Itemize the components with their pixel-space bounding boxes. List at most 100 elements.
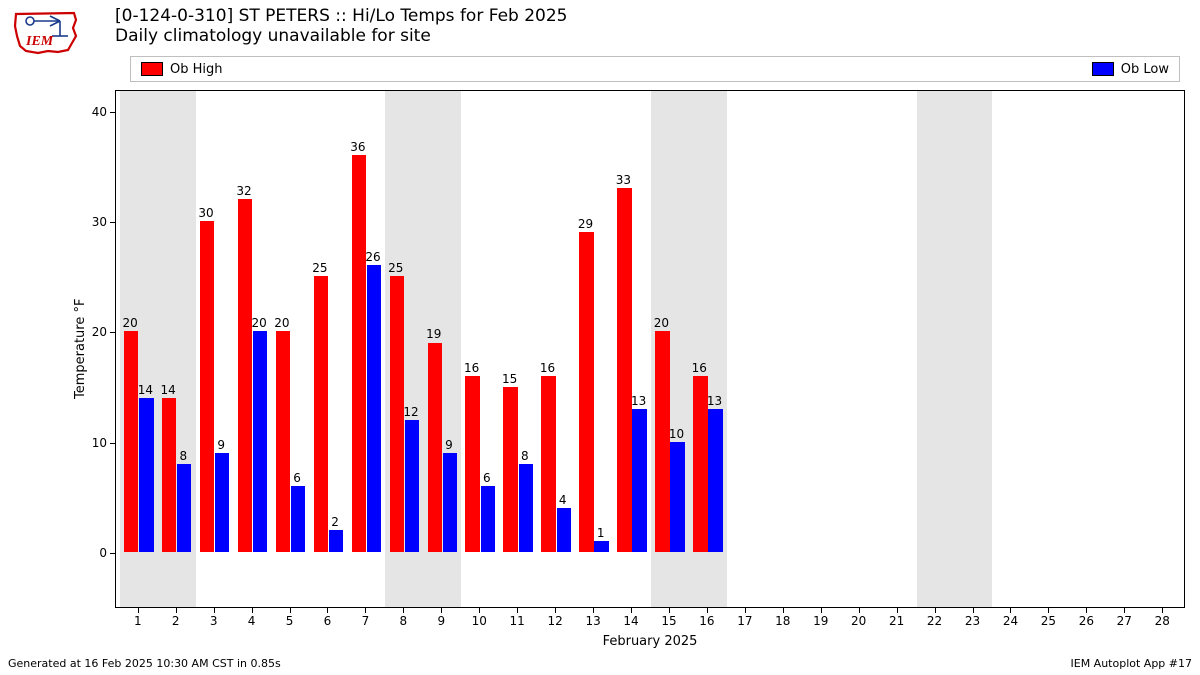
x-tick-mark <box>441 608 442 613</box>
bar-high <box>162 398 176 552</box>
bar-low <box>253 331 267 551</box>
y-tick-mark <box>110 222 115 223</box>
bar-label-high: 16 <box>692 361 707 375</box>
x-tick-label: 12 <box>548 614 563 628</box>
bar-label-low: 1 <box>597 526 605 540</box>
bar-high <box>390 276 404 552</box>
x-tick-mark <box>252 608 253 613</box>
x-tick-mark <box>935 608 936 613</box>
logo-text: IEM <box>25 34 54 49</box>
bar-low <box>519 464 533 552</box>
title-block: [0-124-0-310] ST PETERS :: Hi/Lo Temps f… <box>115 6 567 46</box>
bar-label-high: 25 <box>388 261 403 275</box>
x-tick-label: 20 <box>851 614 866 628</box>
footer-app: IEM Autoplot App #17 <box>1071 657 1193 670</box>
bar-high <box>124 331 138 551</box>
bar-label-low: 14 <box>138 383 153 397</box>
x-tick-mark <box>707 608 708 613</box>
x-tick-label: 23 <box>965 614 980 628</box>
x-tick-mark <box>783 608 784 613</box>
y-tick-label: 40 <box>85 105 107 119</box>
legend-label-high: Ob High <box>170 62 223 77</box>
x-tick-mark <box>290 608 291 613</box>
x-tick-label: 18 <box>775 614 790 628</box>
bar-high <box>200 221 214 552</box>
x-tick-label: 3 <box>210 614 218 628</box>
bar-low <box>215 453 229 552</box>
bar-label-high: 33 <box>616 173 631 187</box>
page-root: IEM [0-124-0-310] ST PETERS :: Hi/Lo Tem… <box>0 0 1200 675</box>
bar-label-high: 20 <box>123 316 138 330</box>
x-tick-label: 17 <box>737 614 752 628</box>
x-tick-label: 27 <box>1117 614 1132 628</box>
x-tick-label: 11 <box>510 614 525 628</box>
bar-label-high: 19 <box>426 327 441 341</box>
bar-label-low: 8 <box>521 449 529 463</box>
bar-label-high: 20 <box>654 316 669 330</box>
bar-label-low: 20 <box>252 316 267 330</box>
y-axis-label: Temperature °F <box>73 299 88 399</box>
y-tick-mark <box>110 332 115 333</box>
plot-area <box>115 90 1185 608</box>
x-tick-label: 14 <box>623 614 638 628</box>
x-tick-mark <box>176 608 177 613</box>
bar-low <box>291 486 305 552</box>
x-tick-mark <box>1086 608 1087 613</box>
bar-label-high: 29 <box>578 217 593 231</box>
y-tick-label: 0 <box>85 546 107 560</box>
bar-label-high: 20 <box>274 316 289 330</box>
x-tick-mark <box>859 608 860 613</box>
x-tick-label: 24 <box>1003 614 1018 628</box>
bar-high <box>617 188 631 552</box>
footer-generated: Generated at 16 Feb 2025 10:30 AM CST in… <box>8 657 281 670</box>
x-tick-mark <box>973 608 974 613</box>
x-tick-label: 16 <box>699 614 714 628</box>
bar-label-low: 10 <box>669 427 684 441</box>
x-tick-label: 10 <box>472 614 487 628</box>
x-tick-label: 2 <box>172 614 180 628</box>
x-tick-label: 25 <box>1041 614 1056 628</box>
x-tick-mark <box>138 608 139 613</box>
x-tick-mark <box>669 608 670 613</box>
y-tick-mark <box>110 112 115 113</box>
bar-low <box>557 508 571 552</box>
x-tick-label: 7 <box>362 614 370 628</box>
bar-low <box>481 486 495 552</box>
bar-label-high: 32 <box>236 184 251 198</box>
x-tick-label: 15 <box>661 614 676 628</box>
x-tick-mark <box>365 608 366 613</box>
bar-label-low: 26 <box>365 250 380 264</box>
x-tick-label: 5 <box>286 614 294 628</box>
x-tick-mark <box>1162 608 1163 613</box>
bar-high <box>314 276 328 552</box>
bar-low <box>443 453 457 552</box>
bar-high <box>693 376 707 552</box>
bar-label-low: 4 <box>559 493 567 507</box>
y-tick-label: 30 <box>85 215 107 229</box>
legend: Ob High Ob Low <box>130 56 1180 82</box>
bar-high <box>655 331 669 551</box>
x-tick-mark <box>821 608 822 613</box>
bar-label-low: 6 <box>483 471 491 485</box>
x-tick-mark <box>593 608 594 613</box>
legend-swatch-high <box>141 62 163 76</box>
x-axis-label: February 2025 <box>603 634 698 649</box>
y-tick-label: 10 <box>85 436 107 450</box>
x-tick-label: 1 <box>134 614 142 628</box>
bar-label-high: 14 <box>160 383 175 397</box>
bar-label-low: 12 <box>403 405 418 419</box>
bar-low <box>177 464 191 552</box>
bar-label-high: 15 <box>502 372 517 386</box>
bar-high <box>503 387 517 552</box>
bar-label-low: 8 <box>179 449 187 463</box>
bar-high <box>541 376 555 552</box>
x-tick-label: 6 <box>324 614 332 628</box>
bar-low <box>405 420 419 552</box>
x-tick-mark <box>897 608 898 613</box>
x-tick-label: 4 <box>248 614 256 628</box>
y-tick-label: 20 <box>85 325 107 339</box>
x-tick-label: 9 <box>437 614 445 628</box>
bar-label-high: 25 <box>312 261 327 275</box>
x-tick-label: 22 <box>927 614 942 628</box>
x-tick-label: 8 <box>400 614 408 628</box>
